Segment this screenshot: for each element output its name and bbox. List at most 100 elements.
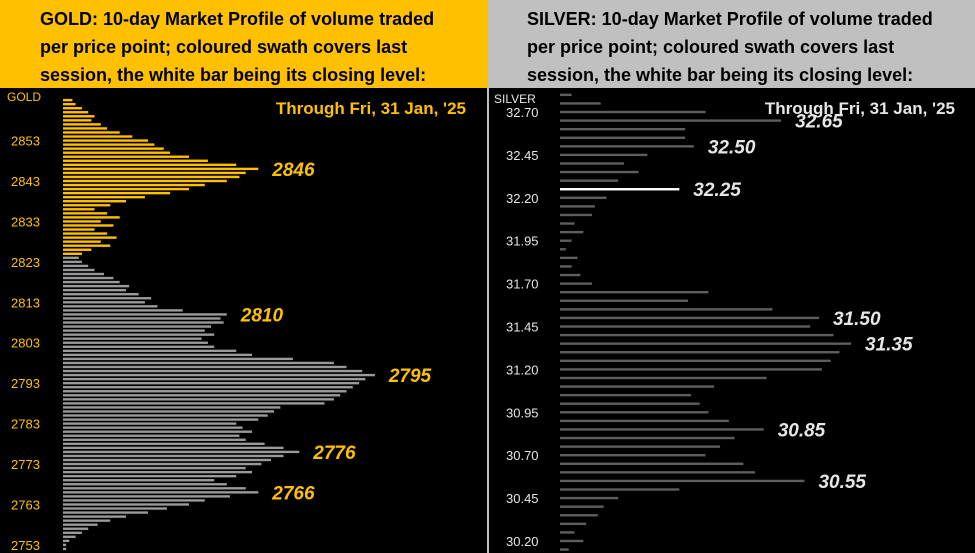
silver-profile-bar bbox=[560, 273, 581, 277]
gold-profile-bar bbox=[63, 345, 215, 348]
gold-profile-bar bbox=[63, 341, 208, 344]
silver-profile-bar bbox=[560, 462, 744, 465]
gold-profile-bar bbox=[63, 260, 82, 264]
gold-profile-bar bbox=[63, 337, 202, 340]
gold-profile-bar bbox=[63, 438, 246, 441]
silver-date-label: Through Fri, 31 Jan, '25 bbox=[765, 99, 955, 118]
silver-profile-bar bbox=[560, 531, 575, 534]
silver-profile-bar bbox=[560, 153, 648, 157]
gold-profile-bar bbox=[63, 365, 347, 369]
gold-profile-bar bbox=[63, 212, 108, 215]
gold-profile-bar bbox=[63, 167, 259, 171]
gold-profile-bar bbox=[63, 272, 104, 276]
gold-profile-bar bbox=[63, 535, 76, 539]
gold-annotations: 2846 2810 2795 2776 2766 bbox=[240, 160, 432, 504]
silver-profile-bar bbox=[560, 290, 709, 294]
silver-profile-bar bbox=[560, 393, 691, 397]
gold-profile-bar bbox=[63, 288, 126, 292]
gold-profile-bar bbox=[63, 442, 265, 446]
gold-market-profile-chart: 2853 2843 2833 2823 2813 2803 2793 2783 2773 2763… bbox=[7, 90, 466, 553]
gold-profile-bar bbox=[63, 317, 221, 320]
gold-profile-bar bbox=[63, 313, 227, 316]
gold-profile-bar bbox=[63, 470, 252, 474]
gold-profile-bar bbox=[63, 398, 334, 401]
silver-profile-bar bbox=[560, 256, 578, 260]
gold-price-tick-label: 2853 bbox=[11, 134, 40, 149]
silver-profile-bar bbox=[560, 188, 680, 191]
gold-profile-bar bbox=[63, 123, 101, 126]
gold-profile-bar bbox=[63, 98, 73, 102]
gold-date-label: Through Fri, 31 Jan, '25 bbox=[276, 99, 466, 118]
gold-profile-bar bbox=[63, 208, 95, 211]
silver-profile-bar bbox=[560, 170, 639, 174]
gold-profile-bar bbox=[63, 523, 98, 526]
gold-profile-bar bbox=[63, 511, 149, 514]
silver-profile-bar bbox=[560, 299, 689, 302]
silver-price-tick-label: 32.70 bbox=[506, 105, 539, 120]
gold-profile-bar bbox=[63, 228, 95, 231]
gold-profile-bar bbox=[63, 483, 227, 486]
gold-profile-bar bbox=[63, 543, 67, 547]
silver-price-tick-label: 31.70 bbox=[506, 277, 539, 292]
silver-annotations: 32.65 32.50 32.25 31.50 31.35 30.85 30.55 bbox=[693, 112, 913, 493]
silver-profile-bar bbox=[560, 548, 569, 551]
gold-profile-bar bbox=[63, 495, 230, 498]
silver-profile-bar bbox=[560, 351, 840, 354]
gold-profile-bar bbox=[63, 309, 183, 312]
silver-profile-bar bbox=[560, 436, 735, 440]
gold-profile-bar bbox=[63, 458, 271, 462]
silver-profile-bar bbox=[560, 162, 625, 165]
gold-profile-bar bbox=[63, 151, 171, 154]
gold-profile-bar bbox=[63, 280, 120, 284]
gold-profile-bar bbox=[63, 107, 82, 110]
gold-profile-bar bbox=[63, 240, 101, 243]
silver-price-annotation: 32.50 bbox=[708, 137, 756, 158]
silver-profile-bar bbox=[560, 479, 805, 483]
gold-profile-bar bbox=[63, 305, 158, 308]
gold-price-tick-label: 2773 bbox=[11, 457, 40, 472]
gold-profile-bar bbox=[63, 386, 353, 389]
silver-profile-bar bbox=[560, 282, 593, 285]
gold-profile-bar bbox=[63, 175, 240, 179]
silver-profile-bar bbox=[560, 402, 700, 405]
silver-price-annotation: 32.65 bbox=[795, 112, 843, 133]
silver-profile-bar bbox=[560, 488, 680, 491]
gold-profile-bar bbox=[63, 248, 92, 251]
silver-profile-bar bbox=[560, 145, 694, 148]
gold-profile-bar bbox=[63, 406, 281, 409]
silver-profile-bar bbox=[560, 376, 767, 380]
gold-profile-bar bbox=[63, 191, 171, 195]
gold-price-tick-label: 2843 bbox=[11, 174, 40, 189]
gold-profile-bar bbox=[63, 264, 89, 268]
silver-profile-bar bbox=[560, 102, 601, 105]
silver-profile-bar bbox=[560, 454, 706, 457]
gold-profile-bar bbox=[63, 119, 92, 122]
silver-profile-bar bbox=[560, 248, 566, 251]
silver-price-annotation: 31.35 bbox=[865, 335, 913, 356]
gold-profile-bar bbox=[63, 159, 208, 162]
gold-profile-bar bbox=[63, 115, 95, 118]
gold-profile-bar bbox=[63, 216, 120, 219]
gold-profile-bar bbox=[63, 102, 76, 106]
gold-profile-bar bbox=[63, 499, 205, 502]
gold-profile-bar bbox=[63, 244, 111, 247]
silver-profile-bar bbox=[560, 222, 575, 225]
gold-profile-bar bbox=[63, 135, 133, 138]
silver-price-annotation: 30.85 bbox=[778, 420, 826, 441]
silver-profile-bar bbox=[560, 213, 593, 217]
silver-profile-bar bbox=[560, 342, 851, 345]
gold-profile-bar bbox=[63, 515, 126, 518]
gold-profile-bar bbox=[63, 479, 215, 482]
silver-profile-bar bbox=[560, 368, 822, 371]
silver-price-tick-label: 30.20 bbox=[506, 534, 539, 549]
gold-price-tick-label: 2763 bbox=[11, 497, 40, 512]
gold-profile-bar bbox=[63, 357, 293, 361]
silver-market-profile-chart: 32.70 32.45 32.20 31.95 31.70 31.45 31.20 30.95… bbox=[494, 92, 955, 551]
gold-profile-bar bbox=[63, 381, 360, 385]
gold-profile-bar bbox=[63, 531, 82, 534]
gold-price-tick-label: 2783 bbox=[11, 417, 40, 432]
silver-price-annotation: 32.25 bbox=[693, 180, 741, 201]
gold-profile-bar bbox=[63, 390, 347, 393]
gold-profile-bar bbox=[63, 353, 252, 357]
silver-profile-bar bbox=[560, 471, 755, 474]
